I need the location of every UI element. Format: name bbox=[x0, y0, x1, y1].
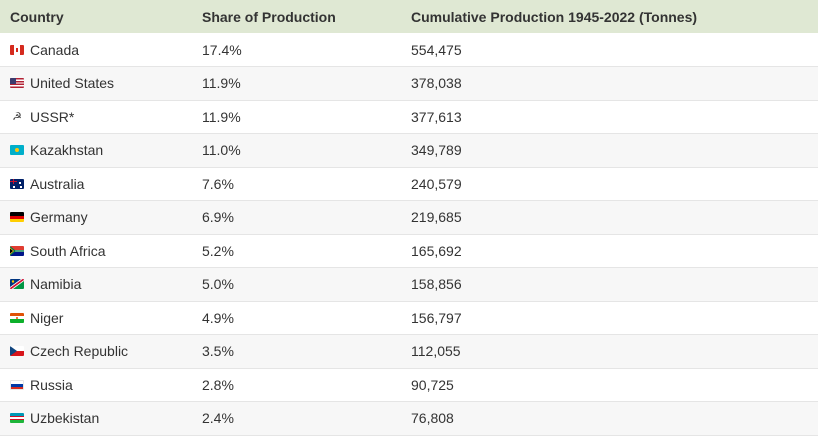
table-row: Namibia 5.0% 158,856 bbox=[0, 267, 818, 301]
table-row: Uzbekistan 2.4% 76,808 bbox=[0, 401, 818, 435]
uzbekistan-flag-icon bbox=[10, 413, 24, 424]
country-name: USSR* bbox=[30, 108, 75, 125]
table-row: Russia 2.8% 90,725 bbox=[0, 368, 818, 402]
share-value: 7.6% bbox=[202, 175, 234, 192]
niger-flag-icon bbox=[10, 312, 24, 323]
country-name: Australia bbox=[30, 175, 85, 192]
share-value: 17.4% bbox=[202, 41, 242, 58]
table-row: South Africa 5.2% 165,692 bbox=[0, 234, 818, 268]
kazakhstan-flag-icon bbox=[10, 145, 24, 156]
table-row: Australia 7.6% 240,579 bbox=[0, 167, 818, 201]
country-name: Russia bbox=[30, 376, 73, 393]
table-row: ☭ USSR* 11.9% 377,613 bbox=[0, 100, 818, 134]
share-value: 11.9% bbox=[202, 108, 241, 125]
share-value: 5.2% bbox=[202, 242, 234, 259]
south-africa-flag-icon bbox=[10, 245, 24, 256]
country-name: Czech Republic bbox=[30, 343, 129, 360]
share-value: 6.9% bbox=[202, 209, 234, 226]
share-value: 2.4% bbox=[202, 410, 234, 427]
table-row: Czech Republic 3.5% 112,055 bbox=[0, 334, 818, 368]
header-share-of-production: Share of Production bbox=[202, 8, 336, 25]
country-name: South Africa bbox=[30, 242, 106, 259]
country-name: United States bbox=[30, 75, 115, 92]
cumulative-value: 219,685 bbox=[411, 209, 462, 226]
country-name: Namibia bbox=[30, 276, 82, 293]
table-row: Germany 6.9% 219,685 bbox=[0, 200, 818, 234]
cumulative-value: 240,579 bbox=[411, 175, 462, 192]
share-value: 3.5% bbox=[202, 343, 234, 360]
table-row: United States 11.9% 378,038 bbox=[0, 66, 818, 100]
canada-flag-icon bbox=[10, 44, 24, 55]
share-value: 2.8% bbox=[202, 376, 234, 393]
cumulative-value: 377,613 bbox=[411, 108, 462, 125]
header-country: Country bbox=[10, 8, 64, 25]
namibia-flag-icon bbox=[10, 279, 24, 290]
share-value: 11.0% bbox=[202, 142, 241, 159]
cumulative-value: 554,475 bbox=[411, 41, 462, 58]
country-name: Canada bbox=[30, 41, 80, 58]
table-row: Niger 4.9% 156,797 bbox=[0, 301, 818, 335]
table-row: Kazakhstan 11.0% 349,789 bbox=[0, 133, 818, 167]
united-states-flag-icon bbox=[10, 78, 24, 89]
share-value: 4.9% bbox=[202, 309, 234, 326]
country-name: Uzbekistan bbox=[30, 410, 100, 427]
share-value: 5.0% bbox=[202, 276, 234, 293]
germany-flag-icon bbox=[10, 212, 24, 223]
share-value: 11.9% bbox=[202, 75, 241, 92]
czech-republic-flag-icon bbox=[10, 346, 24, 357]
australia-flag-icon bbox=[10, 178, 24, 189]
country-name: Kazakhstan bbox=[30, 142, 104, 159]
country-name: Germany bbox=[30, 209, 88, 226]
cumulative-value: 349,789 bbox=[411, 142, 462, 159]
header-cumulative-production: Cumulative Production 1945-2022 (Tonnes) bbox=[411, 8, 698, 25]
cumulative-value: 156,797 bbox=[411, 309, 462, 326]
cumulative-value: 158,856 bbox=[411, 276, 462, 293]
table-header-row: Country Share of Production Cumulative P… bbox=[0, 0, 818, 33]
table-row: Canada 17.4% 554,475 bbox=[0, 33, 818, 67]
cumulative-value: 112,055 bbox=[411, 343, 461, 360]
russia-flag-icon bbox=[10, 379, 24, 390]
cumulative-value: 90,725 bbox=[411, 376, 454, 393]
hammer-sickle-icon: ☭ bbox=[12, 110, 22, 123]
cumulative-value: 378,038 bbox=[411, 75, 462, 92]
cumulative-value: 165,692 bbox=[411, 242, 462, 259]
country-name: Niger bbox=[30, 309, 64, 326]
cumulative-value: 76,808 bbox=[411, 410, 454, 427]
